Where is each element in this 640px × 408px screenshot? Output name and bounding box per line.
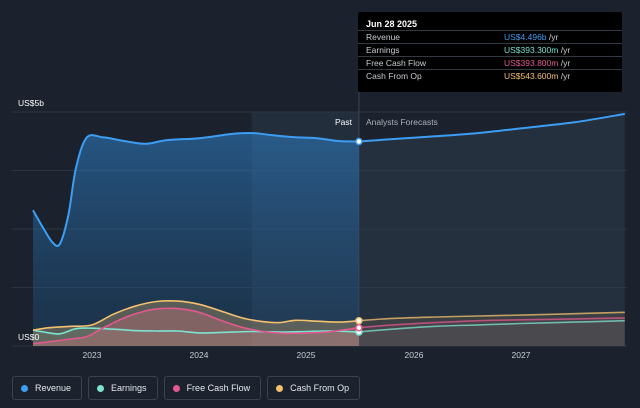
legend-dot-icon bbox=[276, 384, 284, 392]
tooltip-unit: /yr bbox=[558, 58, 571, 68]
legend-item-cash-from-op[interactable]: Cash From Op bbox=[267, 376, 361, 400]
tooltip-unit: /yr bbox=[558, 45, 571, 55]
tooltip-value: US$393.800m /yr bbox=[504, 57, 570, 70]
tooltip-label: Revenue bbox=[366, 32, 401, 42]
tooltip-value: US$393.300m /yr bbox=[504, 44, 570, 57]
cash-from-op-forecast-area bbox=[358, 312, 625, 346]
tooltip-value-number: US$393.300m bbox=[504, 45, 559, 55]
tooltip-row-cash-from-op: Cash From Op US$543.600m /yr bbox=[358, 69, 622, 83]
cash-from-op-forecast-line bbox=[358, 311, 625, 322]
past-label: Past bbox=[335, 117, 353, 127]
tooltip-unit: /yr bbox=[546, 32, 559, 42]
revenue-past-line bbox=[32, 131, 359, 248]
free-cash-flow-past-line bbox=[32, 307, 360, 345]
legend-dot-icon bbox=[172, 384, 180, 392]
legend-label: Free Cash Flow bbox=[186, 383, 251, 393]
tooltip-date: Jun 28 2025 bbox=[366, 19, 418, 29]
y-tick-label-top: US$5b bbox=[18, 98, 44, 108]
y-tick-label-zero: US$0 bbox=[18, 332, 40, 342]
legend-label: Cash From Op bbox=[290, 383, 350, 393]
tooltip-row-earnings: Earnings US$393.300m /yr bbox=[358, 43, 622, 57]
revenue-current-point bbox=[355, 137, 363, 146]
legend-item-revenue[interactable]: Revenue bbox=[12, 376, 83, 400]
tooltip-unit: /yr bbox=[558, 71, 571, 81]
revenue-forecast-area bbox=[358, 113, 625, 347]
legend-item-free-cash-flow[interactable]: Free Cash Flow bbox=[163, 376, 262, 400]
tooltip-value: US$543.600m /yr bbox=[504, 70, 570, 83]
free-cash-flow-past-area bbox=[33, 308, 359, 346]
tooltip-label: Free Cash Flow bbox=[366, 58, 426, 68]
tooltip-label: Cash From Op bbox=[366, 71, 422, 81]
cash-from-op-current-point bbox=[355, 316, 363, 325]
data-tooltip: Jun 28 2025 Revenue US$4.496b /yr Earnin… bbox=[358, 12, 622, 92]
x-tick-label: 2027 bbox=[512, 350, 531, 360]
cash-from-op-past-area bbox=[33, 300, 359, 346]
free-cash-flow-forecast-area bbox=[358, 317, 625, 346]
chart-legend: Revenue Earnings Free Cash Flow Cash Fro… bbox=[12, 376, 361, 400]
tooltip-value-number: US$543.600m bbox=[504, 71, 559, 81]
x-tick-label: 2026 bbox=[405, 350, 424, 360]
x-tick-label: 2024 bbox=[190, 350, 209, 360]
cash-from-op-past-line bbox=[32, 299, 359, 331]
tooltip-value: US$4.496b /yr bbox=[504, 31, 558, 44]
tooltip-value-number: US$393.800m bbox=[504, 58, 559, 68]
legend-label: Revenue bbox=[35, 383, 72, 393]
earnings-forecast-line bbox=[358, 319, 625, 333]
revenue-past-area bbox=[33, 132, 359, 346]
tooltip-row-revenue: Revenue US$4.496b /yr bbox=[358, 30, 622, 44]
free-cash-flow-forecast-line bbox=[358, 317, 625, 329]
tooltip-value-number: US$4.496b bbox=[504, 32, 547, 42]
legend-dot-icon bbox=[21, 384, 28, 392]
legend-label: Earnings bbox=[111, 383, 147, 393]
tooltip-label: Earnings bbox=[366, 45, 400, 55]
revenue-forecast-line bbox=[358, 112, 625, 143]
free-cash-flow-current-point bbox=[355, 323, 363, 332]
x-tick-label: 2023 bbox=[83, 350, 102, 360]
earnings-past-line bbox=[32, 327, 359, 335]
legend-item-earnings[interactable]: Earnings bbox=[88, 376, 158, 400]
x-tick-label: 2025 bbox=[297, 350, 316, 360]
forecast-label: Analysts Forecasts bbox=[366, 117, 438, 127]
legend-dot-icon bbox=[97, 384, 105, 392]
tooltip-row-free-cash-flow: Free Cash Flow US$393.800m /yr bbox=[358, 56, 622, 70]
